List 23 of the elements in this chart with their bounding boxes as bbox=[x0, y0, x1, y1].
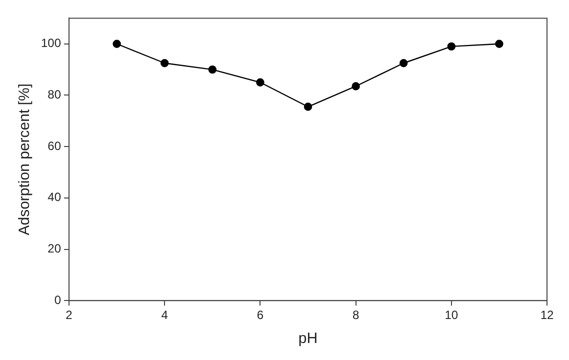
point bbox=[447, 42, 456, 51]
y-tick-label: 100 bbox=[40, 36, 62, 50]
y-tick-label: 0 bbox=[54, 292, 62, 307]
point bbox=[400, 59, 408, 68]
x-tick-label: 6 bbox=[256, 308, 264, 322]
y-tick-label: 20 bbox=[48, 242, 62, 256]
x-tick-label: 12 bbox=[540, 308, 554, 322]
y-tick-label: 40 bbox=[48, 190, 62, 204]
point bbox=[112, 40, 121, 48]
x-tick-label: 4 bbox=[161, 308, 168, 322]
x-axis-title: pH bbox=[298, 330, 318, 348]
x-tick-label: 8 bbox=[352, 308, 360, 322]
point bbox=[256, 78, 264, 86]
x-tick-label: 2 bbox=[66, 308, 73, 322]
point bbox=[160, 59, 169, 68]
y-tick-label: 80 bbox=[48, 88, 62, 102]
x-tick-label: 10 bbox=[444, 308, 458, 322]
point bbox=[304, 102, 312, 111]
point bbox=[208, 65, 217, 74]
point bbox=[495, 40, 504, 48]
y-tick-label: 60 bbox=[48, 138, 62, 153]
y-axis-title: Adsorption percent [%] bbox=[16, 84, 34, 236]
point bbox=[352, 82, 360, 90]
